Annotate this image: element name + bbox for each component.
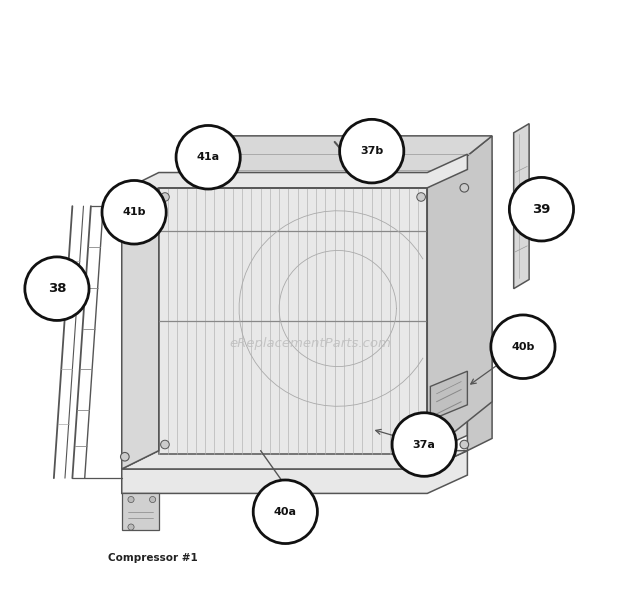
Circle shape: [392, 413, 456, 476]
Circle shape: [161, 440, 169, 449]
Polygon shape: [467, 176, 492, 451]
Circle shape: [460, 440, 469, 449]
Polygon shape: [122, 451, 467, 469]
Polygon shape: [122, 188, 159, 469]
Text: Compressor #1: Compressor #1: [108, 553, 198, 562]
Circle shape: [149, 497, 156, 503]
Circle shape: [161, 193, 169, 201]
Polygon shape: [467, 160, 492, 188]
Text: 39: 39: [533, 203, 551, 216]
Polygon shape: [430, 371, 467, 420]
Text: 37b: 37b: [360, 146, 383, 156]
Text: 41a: 41a: [197, 152, 219, 162]
Circle shape: [120, 211, 129, 220]
Circle shape: [460, 184, 469, 192]
Circle shape: [128, 524, 134, 530]
Circle shape: [176, 125, 241, 189]
Circle shape: [417, 440, 425, 449]
Polygon shape: [159, 136, 492, 188]
Polygon shape: [122, 451, 467, 494]
Text: 37a: 37a: [413, 440, 436, 449]
Text: 41b: 41b: [122, 208, 146, 217]
Text: 38: 38: [48, 282, 66, 295]
Text: 40b: 40b: [512, 342, 534, 352]
Circle shape: [340, 119, 404, 183]
Circle shape: [417, 193, 425, 201]
Circle shape: [25, 257, 89, 321]
Circle shape: [120, 453, 129, 461]
Circle shape: [510, 177, 574, 241]
Text: eReplacementParts.com: eReplacementParts.com: [229, 337, 391, 350]
Polygon shape: [427, 169, 467, 454]
Polygon shape: [514, 123, 529, 289]
Circle shape: [253, 480, 317, 543]
Polygon shape: [159, 188, 427, 454]
Polygon shape: [122, 154, 467, 206]
Circle shape: [128, 497, 134, 503]
Text: 40a: 40a: [274, 507, 297, 517]
Circle shape: [491, 315, 555, 378]
Polygon shape: [427, 136, 492, 454]
Circle shape: [102, 181, 166, 244]
Polygon shape: [122, 494, 159, 530]
